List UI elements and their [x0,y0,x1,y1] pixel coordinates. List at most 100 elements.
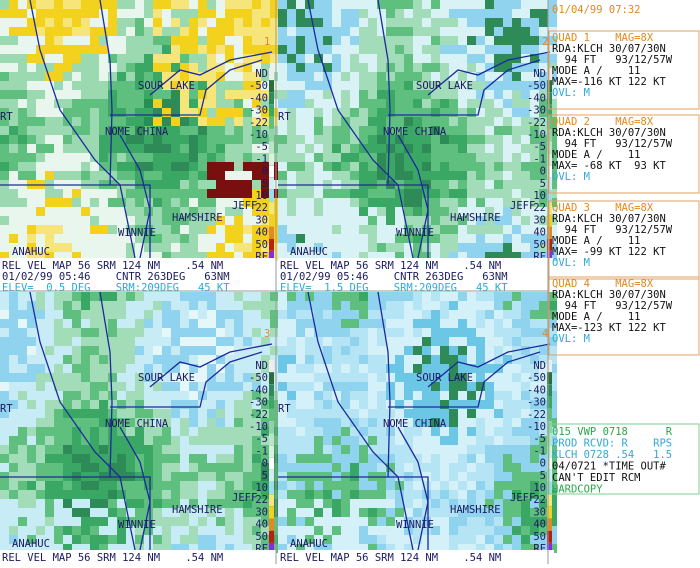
colorbar-label: 10 [255,482,268,494]
radar-cell [521,499,530,508]
radar-cell [413,252,422,261]
radar-cell [108,153,117,162]
radar-cell [539,337,548,346]
radar-cell [216,427,225,436]
radar-cell [449,81,458,90]
panel-line: RDA:KLCH 30/07/30N [552,213,666,225]
radar-cell [368,427,377,436]
radar-cell [252,517,261,526]
radar-cell [189,126,198,135]
colorbar-chip [269,177,274,190]
radar-cell [323,445,332,454]
radar-cell [521,337,530,346]
radar-cell [198,45,207,54]
radar-cell [171,189,180,198]
colorbar-label: 0 [540,458,546,470]
radar-cell [36,526,45,535]
radar-cell [126,535,135,544]
radar-cell [512,18,521,27]
radar-cell [530,535,539,544]
radar-cell [296,72,305,81]
radar-cell [234,499,243,508]
radar-cell [521,36,530,45]
radar-cell [323,499,332,508]
radar-cell [198,9,207,18]
radar-cell [377,337,386,346]
radar-cell [350,216,359,225]
radar-cell [494,153,503,162]
radar-cell [278,90,287,99]
radar-cell [413,391,422,400]
radar-cell [243,508,252,517]
radar-cell [90,54,99,63]
radar-cell [27,63,36,72]
radar-cell [485,328,494,337]
radar-cell [198,36,207,45]
radar-cell [81,292,90,301]
radar-cell [467,454,476,463]
radar-cell [54,225,63,234]
colorbar-chip [269,457,274,470]
colorbar-chip [547,518,552,531]
radar-cell [377,301,386,310]
colorbar-chip [269,153,274,166]
colorbar-chip [269,214,274,227]
radar-cell [440,243,449,252]
radar-cell [36,252,45,261]
radar-cell [63,252,72,261]
radar-cell [305,463,314,472]
radar-cell [135,427,144,436]
radar-cell [198,117,207,126]
radar-cell [296,54,305,63]
radar-cell [81,454,90,463]
radar-cell [99,45,108,54]
radar-cell [225,445,234,454]
colorbar-label: 30 [533,214,546,226]
radar-cell [548,243,557,252]
radar-cell [99,117,108,126]
radar-cell [108,328,117,337]
radar-cell [234,328,243,337]
radar-cell [90,27,99,36]
radar-cell [9,36,18,45]
radar-cell [18,490,27,499]
radar-cell [323,535,332,544]
radar-cell [270,9,279,18]
radar-cell [422,54,431,63]
radar-cell [413,490,422,499]
radar-cell [341,153,350,162]
radar-cell [287,355,296,364]
radar-cell [341,90,350,99]
radar-cell [108,481,117,490]
radar-cell [27,463,36,472]
radar-cell [135,364,144,373]
radar-cell [54,243,63,252]
radar-cell [494,544,503,553]
radar-cell [54,490,63,499]
radar-cell [54,526,63,535]
radar-cell [180,319,189,328]
radar-cell [261,418,270,427]
radar-cell [395,72,404,81]
radar-cell [440,162,449,171]
radar-cell [189,373,198,382]
radar-cell [350,328,359,337]
radar-cell [216,328,225,337]
radar-cell [548,18,557,27]
radar-cell [332,526,341,535]
radar-cell [404,126,413,135]
radar-cell [171,225,180,234]
radar-cell [9,243,18,252]
radar-cell [225,126,234,135]
radar-cell [54,382,63,391]
radar-cell [449,382,458,391]
radar-cell [413,292,422,301]
radar-cell [458,171,467,180]
radar-cell [27,310,36,319]
radar-cell [171,418,180,427]
radar-cell [189,346,198,355]
radar-cell [45,126,54,135]
radar-cell [216,526,225,535]
radar-cell [135,301,144,310]
radar-cell [386,499,395,508]
